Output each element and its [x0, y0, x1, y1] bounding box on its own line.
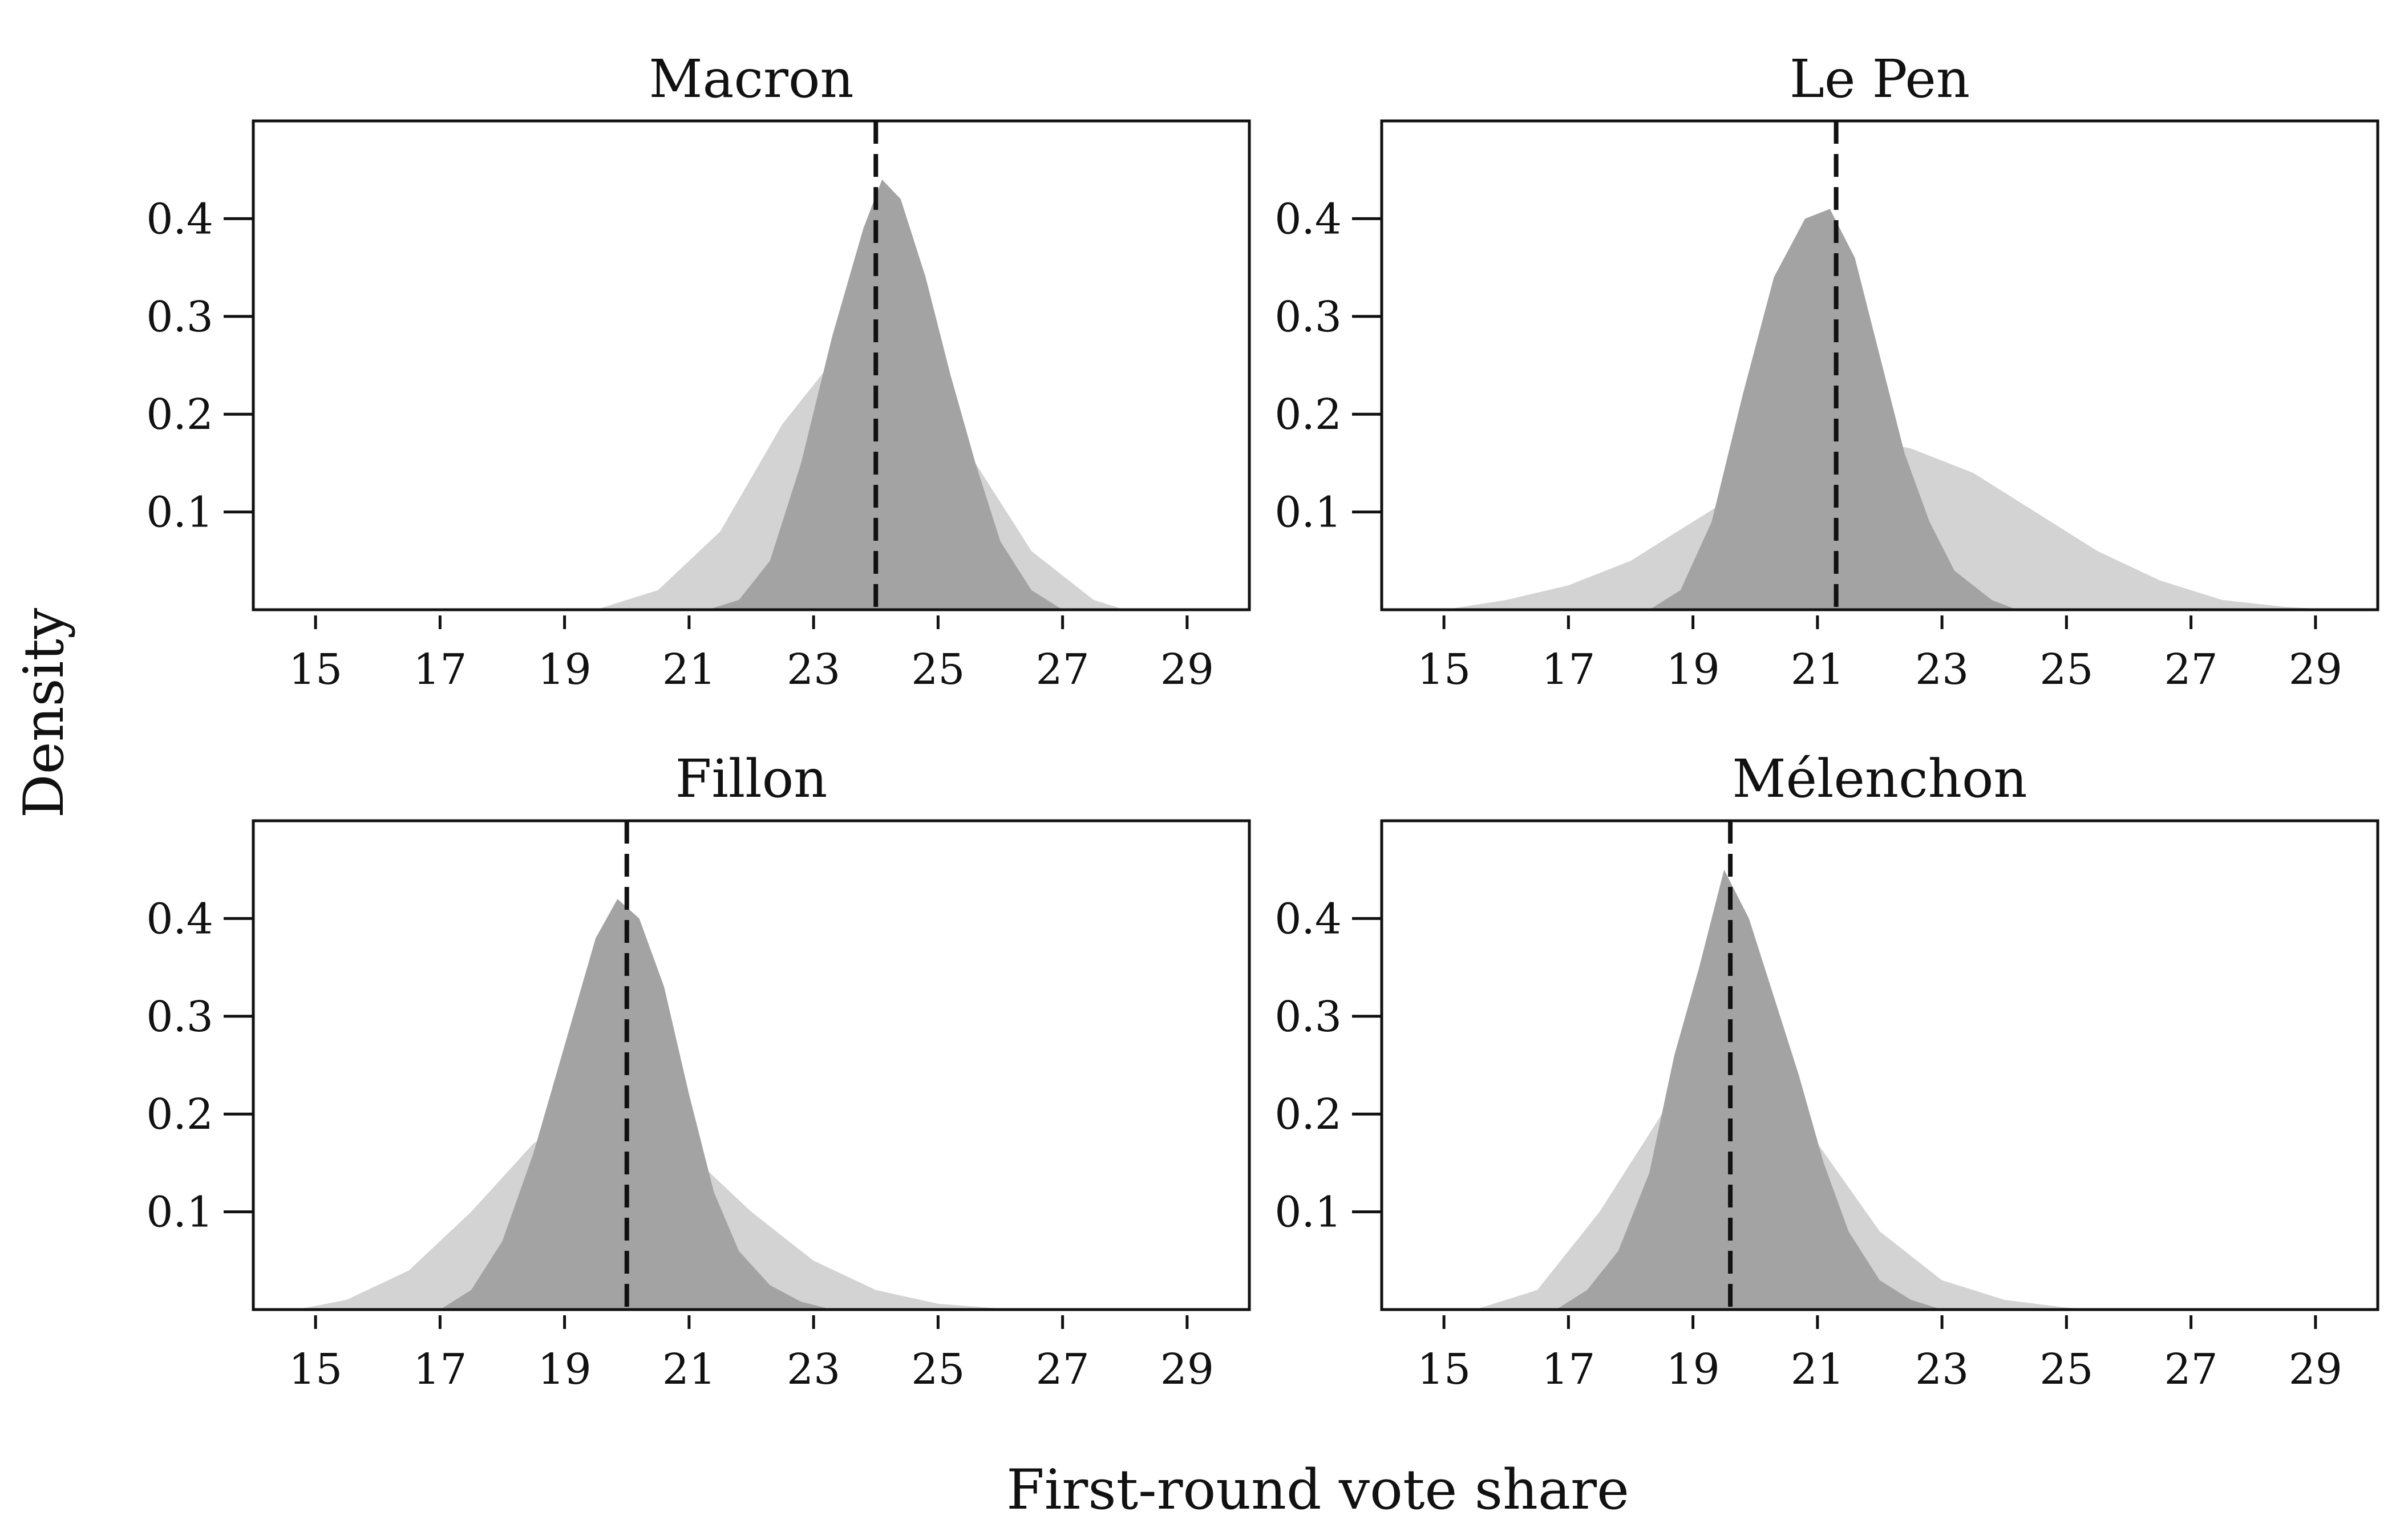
- density-area-dark: [1649, 209, 2017, 610]
- y-tick-label: 0.1: [1274, 488, 1342, 537]
- y-tick-label: 0.3: [1274, 992, 1342, 1041]
- panel-title: Le Pen: [1790, 48, 1970, 110]
- plot-frame: [1380, 119, 2379, 611]
- x-tick-label: 27: [1036, 645, 1090, 694]
- x-tick-label: 19: [1666, 1345, 1720, 1394]
- y-axis-title: Density: [12, 608, 76, 818]
- x-axis-title: First-round vote share: [1006, 1458, 1629, 1522]
- x-tick-label: 27: [2164, 645, 2218, 694]
- x-tick-label: 21: [662, 1345, 716, 1394]
- x-tick-label: 17: [1541, 1345, 1595, 1394]
- x-tick-label: 23: [1915, 1345, 1969, 1394]
- density-area-dark: [707, 179, 1063, 610]
- panel-melenchon: Mélenchon 15 17 19 21 23 25 27 29 0.1 0.2 0.3 0.4: [1274, 748, 2379, 1394]
- x-tick-label: 19: [538, 1345, 592, 1394]
- y-tick-label: 0.4: [146, 894, 213, 943]
- x-tick-label: 23: [1915, 645, 1969, 694]
- x-tick-label: 19: [538, 645, 592, 694]
- y-tick-label: 0.4: [146, 194, 213, 244]
- y-tick-label: 0.3: [1274, 293, 1342, 342]
- x-tick-label: 17: [413, 645, 467, 694]
- x-tick-label: 29: [2289, 645, 2342, 694]
- x-tick-label: 21: [662, 645, 716, 694]
- x-tick-label: 25: [911, 645, 965, 694]
- x-tick-label: 25: [2039, 1345, 2093, 1394]
- panel-fillon: Fillon 15 17 19 21 23 25 27 29 0.1 0.2 0.3 0.4: [146, 748, 1251, 1394]
- x-tick-label: 15: [1417, 1345, 1471, 1394]
- y-tick-label: 0.1: [146, 488, 213, 537]
- y-tick-label: 0.2: [146, 1090, 213, 1139]
- y-tick-label: 0.1: [1274, 1188, 1342, 1237]
- x-tick-label: 15: [289, 1345, 342, 1394]
- panel-macron: Macron 15 17 19 21 23 25 27 29 0.1 0.2 0.3 0.4: [146, 48, 1251, 694]
- x-tick-label: 23: [787, 1345, 840, 1394]
- x-tick-label: 29: [1160, 1345, 1214, 1394]
- plot-frame: [1380, 819, 2379, 1311]
- x-tick-label: 15: [289, 645, 342, 694]
- x-tick-label: 15: [1417, 645, 1471, 694]
- y-tick-label: 0.3: [146, 293, 213, 342]
- y-tick-label: 0.3: [146, 992, 213, 1041]
- panel-title: Mélenchon: [1732, 748, 2027, 809]
- y-tick-label: 0.2: [1274, 1090, 1342, 1139]
- x-tick-label: 19: [1666, 645, 1720, 694]
- panel-le-pen: Le Pen 15 17 19 21 23 25 27 29 0.1 0.2 0.3 0.4: [1274, 48, 2379, 694]
- x-tick-label: 21: [1791, 1345, 1844, 1394]
- y-tick-label: 0.2: [146, 390, 213, 439]
- x-tick-label: 21: [1791, 645, 1844, 694]
- y-tick-label: 0.1: [146, 1188, 213, 1237]
- y-tick-label: 0.2: [1274, 390, 1342, 439]
- x-tick-label: 25: [911, 1345, 965, 1394]
- x-tick-label: 29: [2289, 1345, 2342, 1394]
- x-tick-label: 27: [2164, 1345, 2218, 1394]
- y-tick-label: 0.4: [1274, 894, 1342, 943]
- panel-title: Fillon: [675, 748, 828, 809]
- density-area-dark: [1556, 869, 1942, 1310]
- y-tick-label: 0.4: [1274, 194, 1342, 244]
- density-area-dark: [440, 899, 832, 1310]
- plot-frame: [252, 119, 1251, 611]
- x-tick-label: 25: [2039, 645, 2093, 694]
- x-tick-label: 29: [1160, 645, 1214, 694]
- plot-frame: [252, 819, 1251, 1311]
- panel-title: Macron: [649, 48, 853, 110]
- x-tick-label: 27: [1036, 1345, 1090, 1394]
- x-tick-label: 23: [787, 645, 840, 694]
- x-tick-label: 17: [413, 1345, 467, 1394]
- x-tick-label: 17: [1541, 645, 1595, 694]
